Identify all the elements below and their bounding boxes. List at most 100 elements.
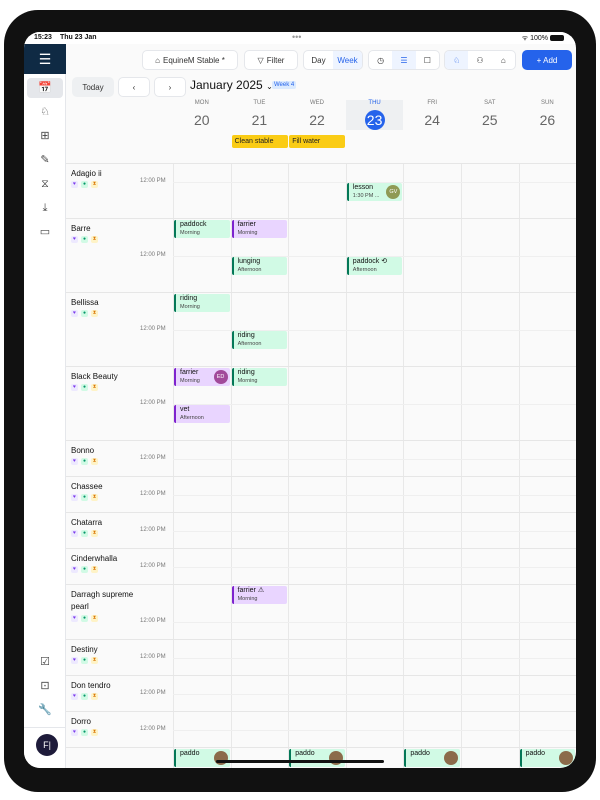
multitask-dots-icon[interactable]: •••	[292, 32, 302, 42]
stable-selector-button[interactable]: ⌂ EquineM Stable *	[142, 50, 238, 70]
month-selector[interactable]: January 2025 ⌄	[190, 78, 273, 92]
event-card[interactable]: farrier Morning ED	[174, 368, 230, 386]
event-title: paddo	[295, 750, 315, 757]
horse-name[interactable]: Bellissa	[71, 298, 99, 307]
event-subtitle: Morning	[180, 230, 200, 236]
noon-divider	[173, 622, 576, 623]
day-header-tue[interactable]: TUE 21	[231, 100, 289, 130]
day-header-wed[interactable]: WED 22	[288, 100, 346, 130]
stable-icon: ⌂	[155, 55, 160, 65]
battery-indicator: ᯤ 100%	[522, 34, 564, 43]
sidebar-item-finance[interactable]: ▭	[27, 222, 63, 242]
horse-name[interactable]: Dorro	[71, 717, 92, 726]
noon-divider	[173, 694, 576, 695]
time-view-icon[interactable]: ◷	[377, 55, 385, 65]
horse-badges: ♥ ● ⧗	[71, 693, 98, 700]
group-stable-icon[interactable]: ⌂	[500, 55, 506, 65]
horse-name[interactable]: Chatarra	[71, 518, 103, 527]
event-card[interactable]: riding Afternoon	[231, 331, 288, 349]
horse-name[interactable]: Bonno	[71, 446, 95, 455]
prev-week-button[interactable]: ‹	[118, 77, 150, 97]
apple-icon: ●	[81, 384, 88, 391]
event-card[interactable]: riding Morning	[231, 368, 288, 386]
sidebar-item-breeding[interactable]: ⧖	[27, 174, 63, 194]
event-card[interactable]: lunging Afternoon	[231, 257, 288, 275]
horse-row: Black Beauty ♥ ● ⧗ 12:00 PM farrier Morning ED r…	[66, 366, 576, 440]
status-date: Thu 23 Jan	[60, 34, 97, 41]
all-day-task[interactable]: Clean stable	[231, 135, 288, 148]
event-title: farrier	[237, 221, 256, 228]
event-title: paddo	[410, 750, 430, 757]
day-view-button[interactable]: Day	[311, 55, 326, 65]
day-number: 23	[364, 110, 385, 130]
user-avatar[interactable]: F|	[36, 734, 58, 756]
sidebar-item-import[interactable]: ⤓	[27, 198, 63, 218]
day-header-thu[interactable]: THU 23	[345, 100, 404, 130]
day-header-sat[interactable]: SAT 25	[461, 100, 519, 130]
horse-name[interactable]: Chassee	[71, 482, 103, 491]
sidebar-item-tasks[interactable]: ☑	[27, 652, 63, 672]
today-button[interactable]: Today	[72, 77, 114, 97]
event-card[interactable]: farrier ⚠ Morning	[231, 586, 288, 604]
horse-name[interactable]: Cinderwhalla	[71, 554, 118, 563]
week-view-button[interactable]: Week	[333, 51, 362, 69]
single-view-icon[interactable]: ☐	[423, 55, 431, 65]
event-card[interactable]: paddock ⟲ Afternoon	[346, 257, 403, 275]
sidebar: ☰ 📅 ♘ ⊞ ✎ ⧖ ⤓ ▭ ☑ ⊡ 🔧 F|	[24, 44, 66, 768]
event-card[interactable]: farrier Morning	[231, 220, 288, 238]
apple-icon: ●	[81, 693, 88, 700]
event-card[interactable]: paddo	[404, 749, 460, 767]
assignee-avatar: ED	[213, 370, 228, 384]
horse-name[interactable]: Adagio ii	[71, 169, 102, 178]
all-day-task[interactable]: Fill water	[289, 135, 346, 148]
horse-row: Adagio ii ♥ ● ⧗ 12:00 PM lesson 1:30 PM ... GV	[66, 163, 576, 218]
heart-icon: ♥	[71, 494, 78, 501]
event-card[interactable]: lesson 1:30 PM ... GV	[346, 183, 403, 201]
day-header-sun[interactable]: SUN 26	[519, 100, 576, 130]
event-card[interactable]: paddock Morning	[174, 220, 230, 238]
horse-row: paddo paddo paddo paddo	[66, 747, 576, 768]
filter-button[interactable]: ▽ Filter	[244, 50, 298, 70]
add-button[interactable]: + Add	[522, 50, 572, 70]
menu-icon[interactable]: ☰	[24, 44, 66, 74]
day-number: 20	[194, 112, 210, 128]
horse-name[interactable]: Destiny	[71, 645, 98, 654]
horse-row: Chatarra ♥ ● ⧗ 12:00 PM	[66, 512, 576, 548]
filter-icon: ▽	[257, 55, 264, 65]
wallet-icon: ▭	[39, 226, 51, 238]
sidebar-item-health[interactable]: ✎	[27, 150, 63, 170]
sidebar-item-grid[interactable]: ⊞	[27, 126, 63, 146]
next-week-button[interactable]: ›	[154, 77, 186, 97]
syringe-icon: ✎	[40, 154, 50, 166]
horse-badges: ♥ ● ⧗	[71, 615, 98, 622]
horse-name[interactable]: Darragh supreme pearl	[71, 590, 134, 611]
sidebar-item-contacts[interactable]: ⊡	[27, 676, 63, 696]
noon-divider	[173, 658, 576, 659]
sidebar-item-settings[interactable]: 🔧	[27, 700, 63, 720]
day-name: WED	[309, 100, 324, 106]
home-indicator	[216, 760, 384, 763]
horse-name[interactable]: Barre	[71, 224, 91, 233]
event-card[interactable]: paddo	[174, 749, 230, 767]
event-title: farrier ⚠	[237, 587, 265, 594]
day-header-mon[interactable]: MON 20	[173, 100, 231, 130]
event-card[interactable]: vet Afternoon	[174, 405, 230, 423]
sidebar-item-calendar[interactable]: 📅	[27, 78, 63, 98]
group-people-icon[interactable]: ⚇	[476, 55, 484, 65]
group-by-toggle: ♘ ⚇ ⌂	[444, 50, 516, 70]
hourglass-icon: ⧗	[91, 494, 98, 501]
event-card[interactable]: riding Morning	[174, 294, 230, 312]
event-card[interactable]: paddo	[289, 749, 345, 767]
rows-view-icon[interactable]: ☰	[392, 51, 416, 69]
group-horse-icon[interactable]: ♘	[445, 51, 469, 69]
noon-label: 12:00 PM	[140, 527, 166, 533]
hourglass-icon: ⧗	[91, 615, 98, 622]
event-subtitle: Afternoon	[237, 341, 262, 347]
sidebar-item-horses[interactable]: ♘	[27, 102, 63, 122]
day-header-fri[interactable]: FRI 24	[403, 100, 461, 130]
horse-name[interactable]: Don tendro	[71, 681, 111, 690]
horse-name[interactable]: Black Beauty	[71, 372, 118, 381]
view-toggle: Day Week	[303, 50, 363, 70]
event-subtitle: Morning	[180, 304, 200, 310]
event-card[interactable]: paddo	[519, 749, 576, 767]
